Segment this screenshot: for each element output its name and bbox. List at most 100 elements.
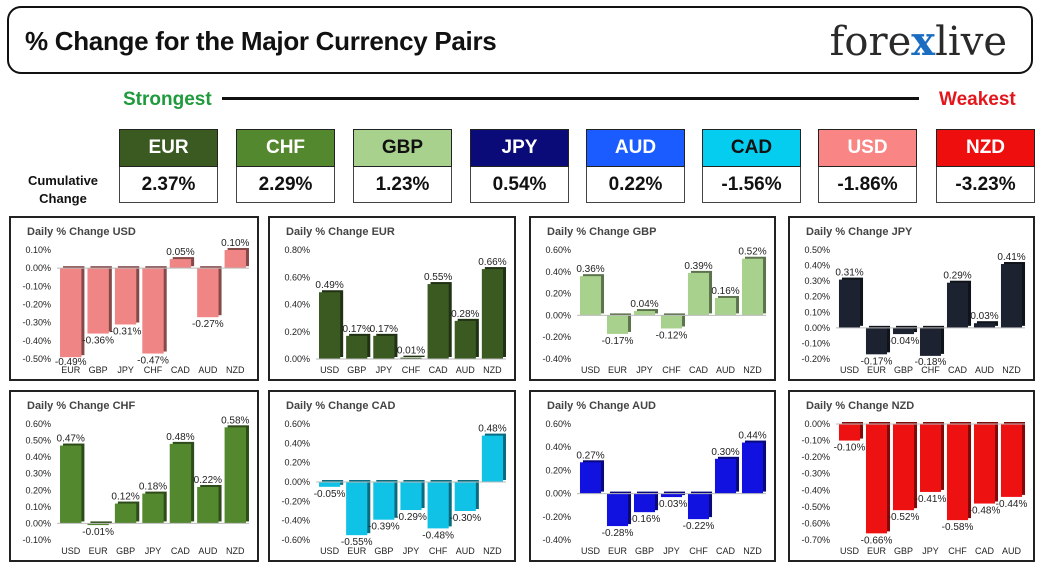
bar-group — [454, 318, 479, 359]
currency-name: JPY — [470, 129, 569, 167]
bar-group — [346, 333, 371, 359]
x-tick-label: USD — [320, 546, 340, 556]
y-tick-label: 0.50% — [25, 436, 51, 446]
bar — [346, 482, 368, 536]
x-tick-label: NZD — [743, 546, 762, 556]
bar — [687, 493, 710, 520]
bar-value-label: 0.10% — [221, 238, 249, 249]
bar-value-label: 0.05% — [166, 247, 194, 258]
bar-value-label: 0.41% — [997, 252, 1025, 263]
bar-group — [87, 266, 112, 334]
bar-value-label: 0.17% — [370, 324, 398, 335]
bar-group — [687, 270, 713, 316]
bar — [838, 279, 861, 328]
chart-panel-jpy: Daily % Change JPY 0.50% 0.40% 0.30% 0.20% 0.… — [788, 216, 1035, 381]
bar-value-label: -0.48% — [422, 530, 454, 541]
bar — [114, 268, 137, 325]
bar — [946, 282, 969, 328]
bar-chart: Daily % Change NZD 0.00% -0.10% -0.20% -0.30… — [801, 400, 1027, 556]
y-tick-label: -0.20% — [22, 300, 51, 310]
currency-box-jpy: JPY 0.54% — [470, 129, 569, 203]
bar-group — [169, 257, 195, 269]
y-tick-label: 0.40% — [25, 452, 51, 462]
y-tick-label: 0.60% — [545, 419, 571, 429]
x-tick-label: CAD — [171, 365, 191, 375]
bar-group — [1000, 262, 1026, 328]
bar — [400, 482, 422, 511]
bar-value-label: -0.49% — [55, 357, 87, 368]
bar-value-label: 0.49% — [315, 280, 343, 291]
chart-title: Daily % Change JPY — [806, 226, 913, 238]
bar-group — [606, 491, 632, 527]
strongest-label: Strongest — [123, 89, 212, 110]
y-tick-label: 0.00% — [804, 323, 830, 333]
y-tick-label: 0.10% — [25, 245, 51, 255]
y-tick-label: -0.20% — [542, 512, 571, 522]
currency-cumulative-value: -1.56% — [702, 167, 801, 203]
bar-value-label: -0.29% — [395, 512, 427, 523]
currency-cumulative-value: 0.54% — [470, 167, 569, 203]
x-tick-label: EUR — [867, 546, 887, 556]
y-tick-label: 0.00% — [25, 518, 51, 528]
x-tick-label: NZD — [226, 365, 245, 375]
strength-scale-line — [222, 97, 919, 100]
y-tick-label: 0.60% — [545, 245, 571, 255]
bar-group — [481, 267, 507, 359]
bar-value-label: -0.27% — [192, 319, 224, 330]
bar-value-label: -0.12% — [656, 330, 688, 341]
bar-group — [892, 325, 918, 335]
bar-group — [224, 425, 249, 524]
x-tick-label: NZD — [483, 365, 502, 375]
bar-group — [714, 456, 740, 494]
x-tick-label: CAD — [948, 365, 968, 375]
y-tick-label: -0.30% — [801, 469, 830, 479]
bar — [660, 493, 683, 498]
y-tick-label: 0.00% — [284, 477, 310, 487]
bar — [87, 268, 109, 334]
bar — [454, 320, 476, 359]
x-tick-label: EUR — [347, 546, 367, 556]
weakest-label: Weakest — [939, 89, 1016, 110]
bar — [865, 424, 888, 534]
bar-group — [400, 480, 425, 511]
bar-group — [60, 266, 85, 358]
chart-title: Daily % Change AUD — [547, 400, 656, 412]
x-tick-label: AUD — [456, 546, 476, 556]
bar-value-label: 0.47% — [57, 434, 85, 445]
bar-value-label: 0.48% — [166, 432, 194, 443]
bar-group — [427, 282, 452, 359]
y-tick-label: -0.10% — [22, 535, 51, 545]
bar-value-label: 0.22% — [194, 475, 222, 486]
y-tick-label: 0.00% — [804, 419, 830, 429]
currency-box-nzd: NZD -3.23% — [936, 129, 1035, 203]
bar-chart: Daily % Change JPY 0.50% 0.40% 0.30% 0.20% 0.… — [801, 226, 1026, 375]
bar-value-label: -0.66% — [861, 535, 893, 546]
x-tick-label: JPY — [145, 546, 162, 556]
bar-group — [606, 313, 632, 334]
bar-group — [919, 422, 945, 492]
bar-value-label: 0.30% — [711, 447, 739, 458]
bar — [633, 311, 656, 316]
bar — [224, 250, 246, 269]
bar-value-label: -0.22% — [683, 521, 715, 532]
x-tick-label: CHF — [948, 546, 967, 556]
bar-group — [224, 248, 249, 269]
x-tick-label: CAD — [975, 546, 995, 556]
bar-group — [481, 433, 507, 482]
chart-title: Daily % Change USD — [27, 226, 136, 238]
chart-panel-nzd: Daily % Change NZD 0.00% -0.10% -0.20% -0.30… — [788, 390, 1035, 562]
x-tick-label: GBP — [89, 365, 108, 375]
y-tick-label: 0.40% — [284, 438, 310, 448]
y-tick-label: -0.70% — [801, 535, 830, 545]
x-tick-label: NZD — [483, 546, 502, 556]
x-tick-label: GBP — [894, 546, 913, 556]
bar — [169, 259, 192, 269]
y-tick-label: -0.50% — [801, 502, 830, 512]
bar-value-label: -0.58% — [942, 522, 974, 533]
bar-chart: Daily % Change GBP 0.60% 0.40% 0.20% 0.00% -0… — [542, 226, 766, 375]
bar-value-label: -0.18% — [915, 357, 947, 368]
bar — [1000, 264, 1023, 328]
bar-group — [973, 321, 999, 328]
bar — [892, 327, 915, 335]
bar-group — [946, 422, 972, 521]
